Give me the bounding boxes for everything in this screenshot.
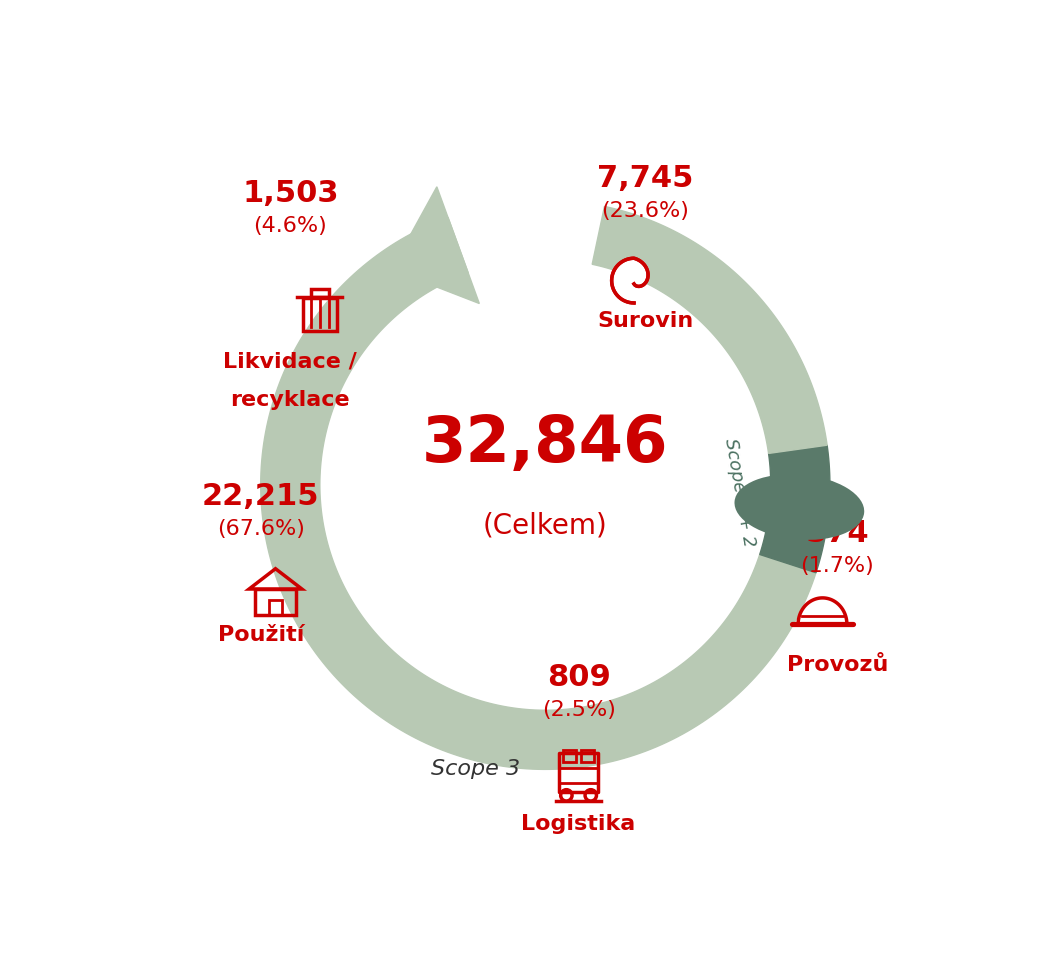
Text: 7,745: 7,745 — [597, 164, 694, 193]
Text: Likvidace /: Likvidace / — [223, 351, 358, 372]
Bar — [269, 600, 282, 615]
Bar — [311, 289, 329, 297]
Polygon shape — [593, 206, 827, 453]
Text: 809: 809 — [547, 662, 611, 692]
Bar — [581, 751, 594, 761]
Polygon shape — [261, 217, 816, 769]
Polygon shape — [612, 258, 648, 303]
Text: Logistika: Logistika — [521, 814, 635, 833]
Text: 1,503: 1,503 — [242, 179, 338, 207]
Bar — [559, 754, 598, 792]
Bar — [303, 298, 337, 331]
Text: Použití: Použití — [217, 625, 304, 645]
Text: (23.6%): (23.6%) — [601, 201, 689, 221]
Text: (Celkem): (Celkem) — [483, 512, 608, 540]
Bar — [255, 589, 296, 615]
Text: 22,215: 22,215 — [202, 482, 319, 511]
Text: (1.7%): (1.7%) — [800, 556, 875, 576]
Text: (67.6%): (67.6%) — [217, 518, 304, 539]
Text: 32,846: 32,846 — [422, 413, 668, 475]
Ellipse shape — [734, 474, 864, 540]
Text: 574: 574 — [805, 518, 869, 547]
Text: Surovin: Surovin — [597, 311, 694, 331]
Bar — [563, 751, 576, 761]
Polygon shape — [760, 445, 830, 573]
Text: recyklace: recyklace — [231, 390, 350, 410]
Text: Scope 1 + 2: Scope 1 + 2 — [720, 437, 758, 548]
Text: Provozů: Provozů — [786, 655, 888, 675]
Polygon shape — [392, 187, 479, 303]
Text: (2.5%): (2.5%) — [542, 700, 615, 720]
Text: Scope 3: Scope 3 — [431, 759, 519, 780]
Text: (4.6%): (4.6%) — [253, 216, 327, 236]
